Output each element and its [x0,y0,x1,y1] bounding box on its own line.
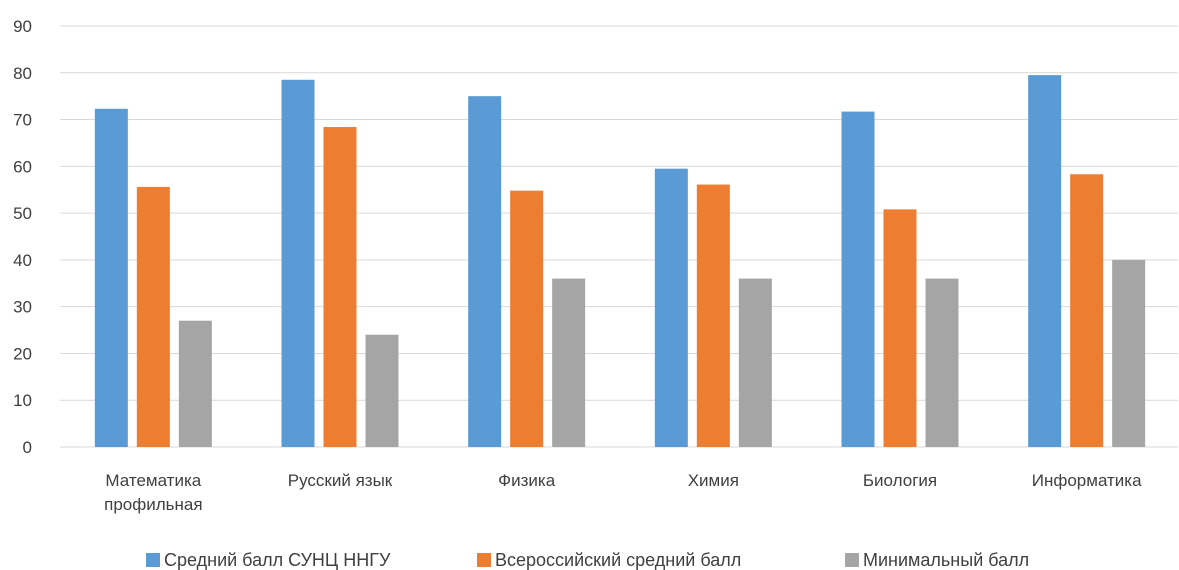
x-category-label-0: Математика профильная [104,471,202,514]
bar-series2-cat1 [366,335,399,447]
y-axis-tick-labels: 0 10 20 30 40 50 60 70 80 90 [13,17,32,457]
bar-series1-cat0 [137,187,170,447]
y-tick-label-10: 10 [13,391,32,410]
legend-swatch-0 [146,553,160,567]
x-category-label-3: Химия [688,471,739,490]
gridlines [60,26,1178,447]
bar-series0-cat2 [468,96,501,447]
x-category-label-4: Биология [863,471,937,490]
bar-series2-cat3 [739,279,772,447]
bar-series2-cat2 [552,279,585,447]
bar-series0-cat1 [282,80,315,447]
legend-label-1: Всероссийский средний балл [495,550,741,570]
bar-series2-cat0 [179,321,212,447]
x-category-label-5: Информатика [1032,471,1142,490]
bar-series0-cat5 [1028,75,1061,447]
bar-series0-cat4 [842,112,875,447]
y-tick-label-60: 60 [13,157,32,176]
y-tick-label-80: 80 [13,64,32,83]
y-tick-label-90: 90 [13,17,32,36]
bar-series0-cat0 [95,109,128,447]
legend: Средний балл СУНЦ ННГУ Всероссийский сред… [146,550,1029,570]
legend-label-2: Минимальный балл [863,550,1029,570]
y-tick-label-0: 0 [23,438,32,457]
bar-series1-cat2 [510,191,543,447]
legend-swatch-1 [477,553,491,567]
y-tick-label-70: 70 [13,111,32,130]
bar-series0-cat3 [655,169,688,447]
y-tick-label-20: 20 [13,344,32,363]
x-category-label-2: Физика [498,471,556,490]
bar-series2-cat5 [1112,260,1145,447]
bar-series1-cat3 [697,185,730,447]
bar-series1-cat1 [324,127,357,447]
legend-swatch-2 [845,553,859,567]
legend-label-0: Средний балл СУНЦ ННГУ [164,550,391,570]
bar-series1-cat4 [884,209,917,447]
bars [95,75,1145,447]
y-tick-label-50: 50 [13,204,32,223]
bar-series2-cat4 [926,279,959,447]
y-tick-label-40: 40 [13,251,32,270]
y-tick-label-30: 30 [13,298,32,317]
x-category-label-1: Русский язык [288,471,393,490]
bar-series1-cat5 [1070,174,1103,447]
x-axis-category-labels: Математика профильная Русский язык Физика Хи… [104,471,1142,514]
